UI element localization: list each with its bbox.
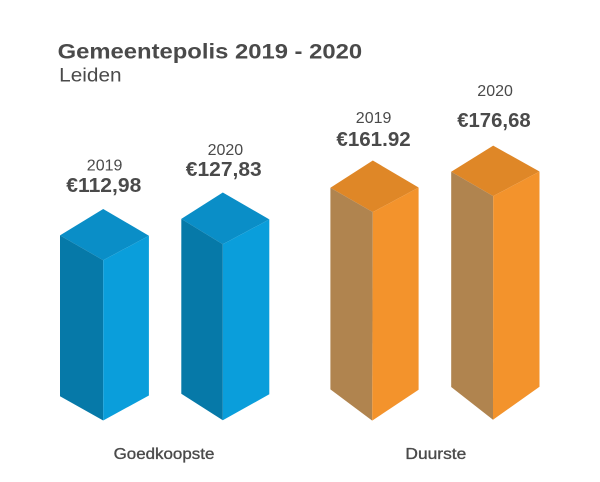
svg-text:Duurste: Duurste <box>405 446 466 463</box>
svg-text:2019: 2019 <box>87 158 123 175</box>
svg-text:2019: 2019 <box>356 110 392 127</box>
svg-text:2020: 2020 <box>208 142 244 159</box>
svg-text:2020: 2020 <box>477 83 513 100</box>
svg-text:Gemeentepolis 2019 - 2020: Gemeentepolis 2019 - 2020 <box>58 40 363 64</box>
svg-text:€176,68: €176,68 <box>457 109 531 132</box>
svg-text:€161.92: €161.92 <box>336 128 410 151</box>
svg-text:Goedkoopste: Goedkoopste <box>114 446 215 463</box>
svg-text:Leiden: Leiden <box>59 66 121 87</box>
svg-text:€112,98: €112,98 <box>66 174 141 197</box>
svg-text:€127,83: €127,83 <box>186 158 262 181</box>
